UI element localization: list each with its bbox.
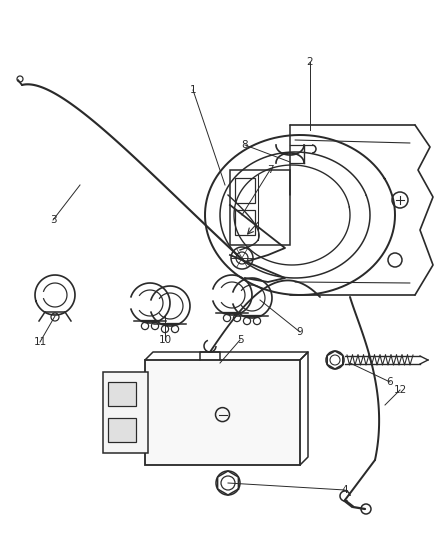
Text: 3: 3 — [49, 215, 57, 225]
Polygon shape — [230, 205, 285, 282]
Bar — [108, 382, 136, 406]
Text: 9: 9 — [297, 327, 303, 337]
Text: 4: 4 — [342, 485, 348, 495]
Bar — [230, 170, 290, 245]
Text: 11: 11 — [33, 337, 46, 347]
Text: 1: 1 — [190, 85, 196, 95]
Text: 10: 10 — [159, 335, 172, 345]
Text: 12: 12 — [393, 385, 406, 395]
Bar — [108, 418, 136, 442]
Bar — [235, 178, 255, 203]
Text: 2: 2 — [307, 57, 313, 67]
Bar — [235, 210, 255, 235]
Text: 8: 8 — [242, 140, 248, 150]
Text: 5: 5 — [237, 335, 244, 345]
Bar — [145, 360, 300, 465]
Bar — [103, 372, 148, 453]
Text: 6: 6 — [387, 377, 393, 387]
Text: 7: 7 — [267, 165, 273, 175]
